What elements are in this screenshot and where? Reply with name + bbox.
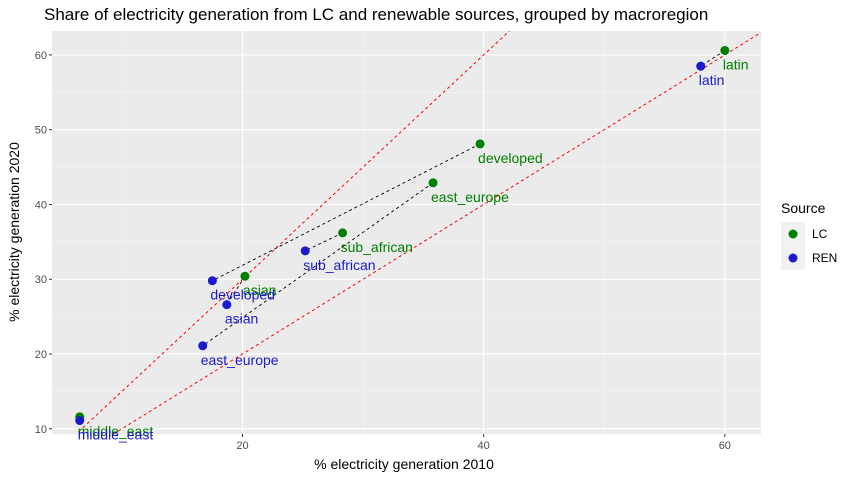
label-lc-sub_african: sub_african [341, 239, 413, 255]
y-tick-label: 60 [35, 50, 47, 62]
y-axis-ticks: 10 20 30 40 50 60 [35, 50, 52, 436]
point-lc-east_europe [428, 178, 438, 188]
label-lc-asian: asian [243, 282, 276, 298]
y-tick-label: 10 [35, 424, 47, 436]
label-ren-latin: latin [699, 72, 725, 88]
label-lc-east_europe: east_europe [431, 189, 509, 205]
point-ren-latin [696, 61, 706, 71]
point-ren-developed [207, 276, 217, 286]
chart-title: Share of electricity generation from LC … [44, 5, 708, 24]
y-axis-title: % electricity generation 2020 [6, 142, 22, 322]
x-tick-label: 60 [719, 440, 731, 452]
y-tick-label: 20 [35, 349, 47, 361]
x-tick-label: 20 [236, 440, 248, 452]
connector-latin [700, 50, 726, 67]
point-lc-asian [240, 271, 250, 281]
x-tick-label: 40 [478, 440, 490, 452]
point-ren-asian [222, 300, 232, 310]
point-lc-sub_african [338, 228, 348, 238]
grid-minor [52, 31, 761, 434]
legend-dot-lc [788, 229, 798, 239]
label-ren-middle_east: middle_east [78, 427, 154, 443]
legend-title: Source [781, 200, 826, 216]
connector-developed [212, 143, 481, 282]
label-lc-developed: developed [478, 150, 543, 166]
label-ren-sub_african: sub_african [303, 257, 375, 273]
y-tick-label: 50 [35, 125, 47, 137]
legend: Source LC REN [781, 200, 837, 270]
point-ren-east_europe [198, 341, 208, 351]
point-lc-developed [475, 139, 485, 149]
legend-label-ren: REN [812, 251, 837, 265]
legend-label-lc: LC [812, 227, 828, 241]
point-labels: latin developed east_europe sub_africanasia… [78, 56, 749, 442]
reference-lines [75, 31, 761, 434]
label-ren-east_europe: east_europe [201, 352, 279, 368]
x-axis-ticks: 20 40 60 [236, 434, 731, 452]
data-points [75, 45, 730, 426]
label-lc-middle_east: middle_east [78, 423, 154, 439]
point-lc-latin [720, 45, 730, 55]
connector-east_europe [202, 182, 434, 347]
plot-panel [52, 31, 761, 434]
x-axis-title: % electricity generation 2010 [314, 456, 494, 472]
point-ren-sub_african [300, 246, 310, 256]
legend-dot-ren [788, 253, 798, 263]
label-ren-asian: asian [225, 311, 258, 327]
reference-line [112, 32, 761, 434]
connector-sub_african [305, 232, 343, 252]
label-lc-latin: latin [723, 56, 749, 72]
y-tick-label: 30 [35, 274, 47, 286]
point-ren-middle_east [75, 416, 85, 426]
y-tick-label: 40 [35, 199, 47, 211]
grid-major [52, 31, 761, 434]
label-ren-developed: developed [210, 287, 275, 303]
